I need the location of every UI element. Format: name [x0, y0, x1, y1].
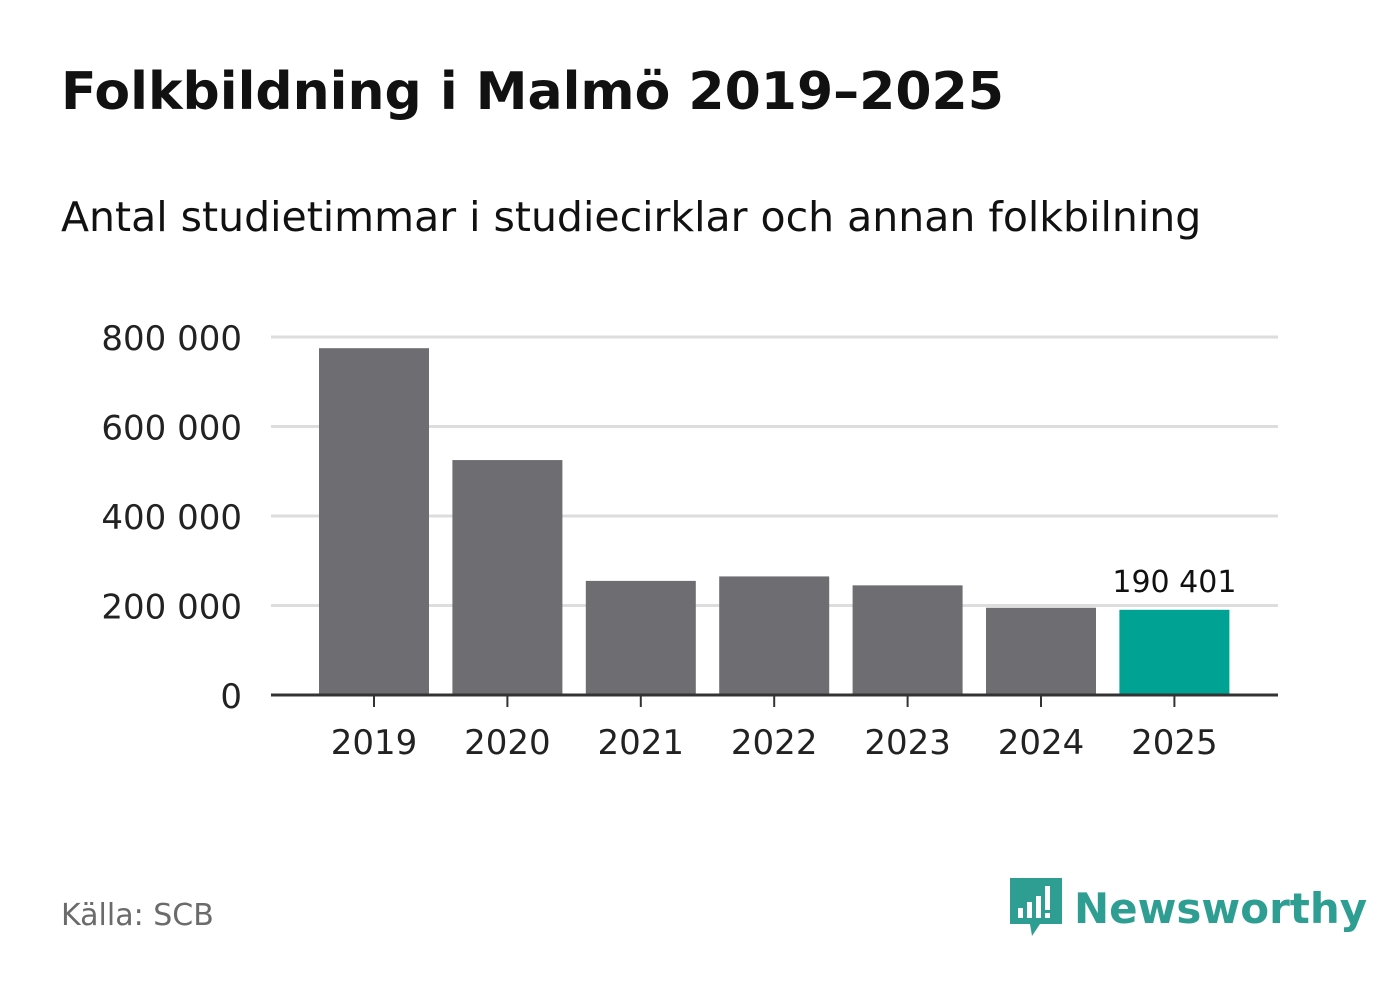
bar-2022 — [719, 576, 830, 695]
brand-block: Newsworthy — [1010, 878, 1367, 938]
bar-2019 — [319, 348, 429, 695]
x-tick-label: 2020 — [464, 723, 551, 763]
x-tick-label: 2025 — [1131, 723, 1218, 763]
bar-2023 — [852, 585, 963, 695]
axes — [271, 693, 1278, 707]
x-tick-label: 2024 — [998, 723, 1085, 763]
bars — [319, 348, 1230, 695]
bar-2020 — [452, 460, 563, 695]
y-tick-label: 0 — [220, 677, 242, 717]
chart-subtitle: Antal studietimmar i studiecirklar och a… — [61, 193, 1202, 241]
x-tick-label: 2022 — [731, 723, 818, 763]
bar-2024 — [986, 607, 1096, 695]
bar-2021 — [585, 580, 696, 695]
y-tick-label: 400 000 — [101, 498, 242, 538]
source-note: Källa: SCB — [61, 898, 214, 933]
y-tick-label: 800 000 — [101, 319, 242, 359]
y-tick-label: 200 000 — [101, 588, 242, 628]
data-label: 190 401 — [1112, 565, 1236, 600]
y-tick-label: 600 000 — [101, 409, 242, 449]
brand-name: Newsworthy — [1074, 883, 1368, 933]
x-tick-label: 2023 — [864, 723, 951, 763]
x-tick-label: 2021 — [598, 723, 685, 763]
labels: 0 200 000 400 000 600 000 800 000 2019 2020 202… — [101, 319, 1236, 763]
bar-2025 — [1119, 609, 1230, 695]
newsworthy-logo-icon — [1010, 878, 1062, 936]
x-tick-label: 2019 — [331, 723, 418, 763]
chart-title: Folkbildning i Malmö 2019–2025 — [61, 62, 1004, 122]
